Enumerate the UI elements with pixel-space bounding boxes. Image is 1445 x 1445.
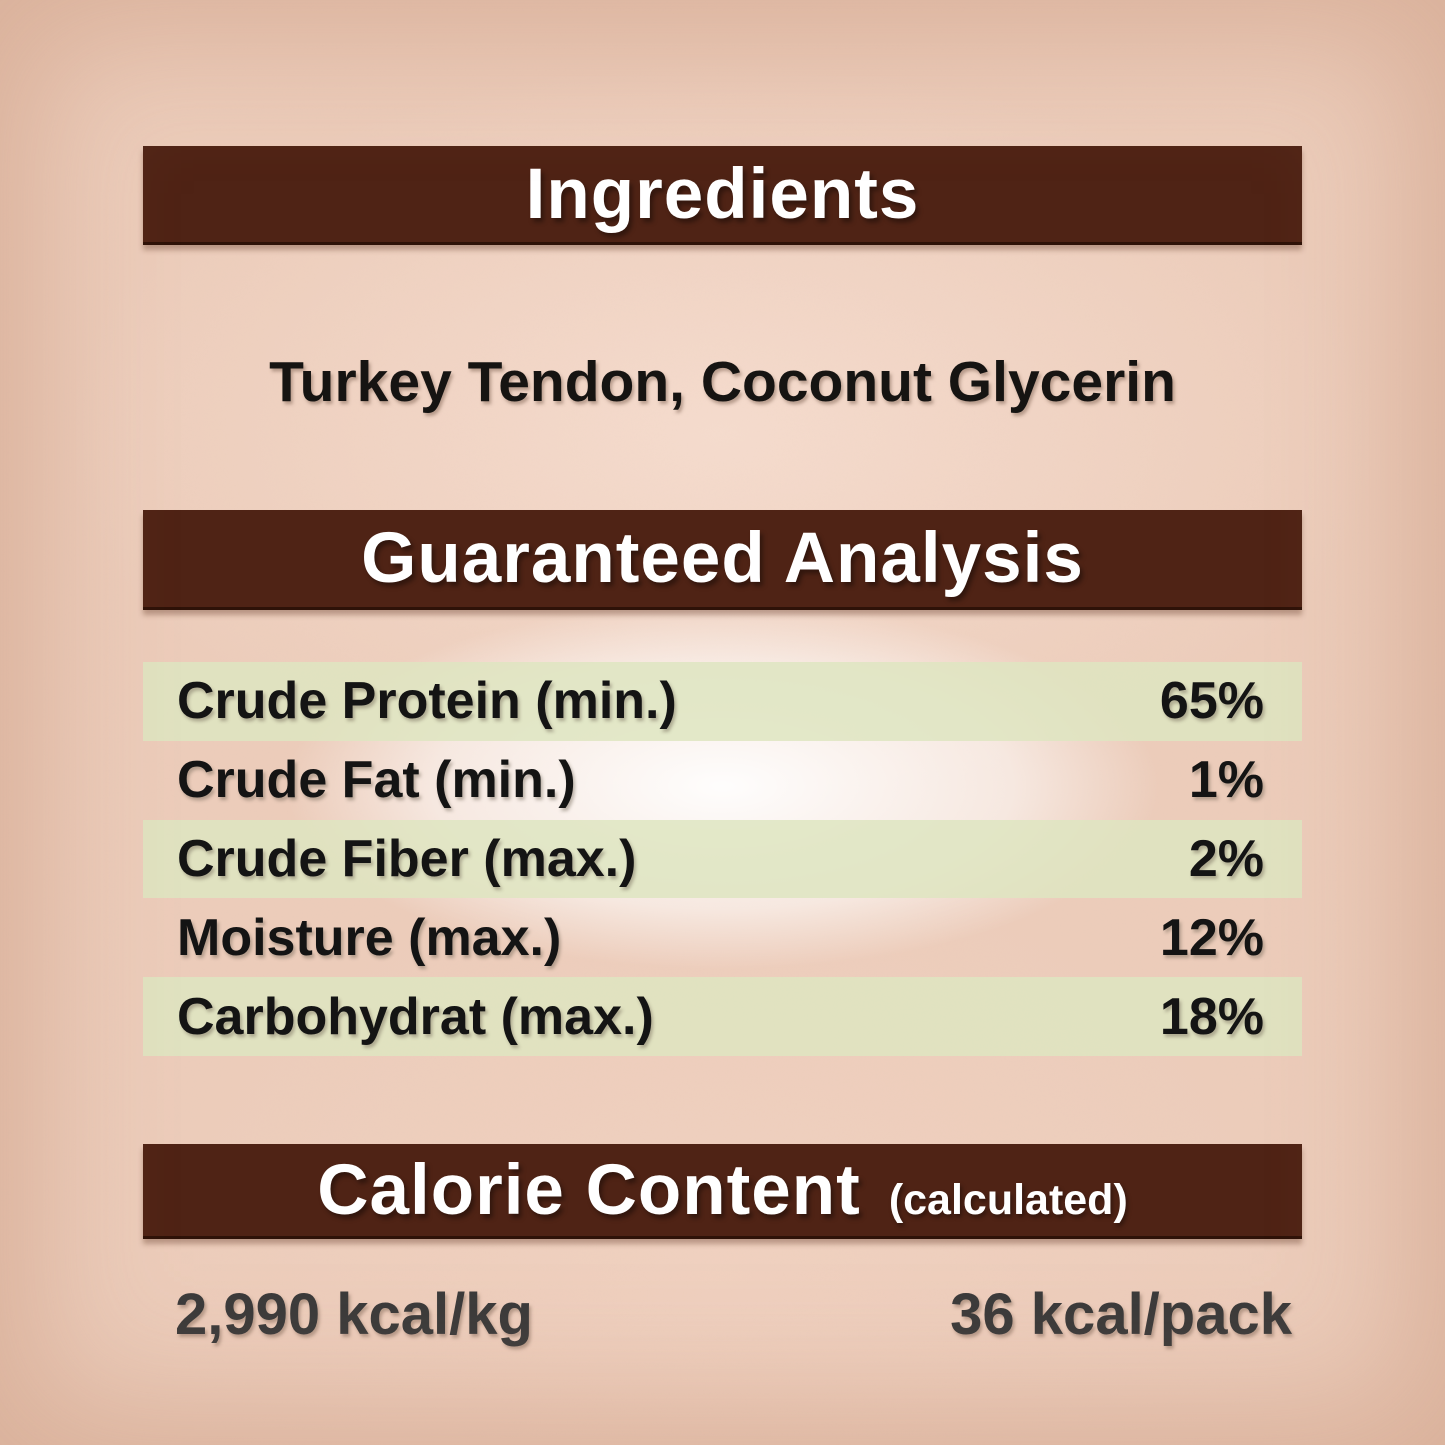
row-value: 65% xyxy=(1159,672,1264,731)
calorie-per-kg: 2,990 kcal/kg xyxy=(175,1282,533,1347)
analysis-table: Crude Protein (min.) 65% Crude Fat (min.… xyxy=(143,662,1302,1056)
guaranteed-analysis-title: Guaranteed Analysis xyxy=(361,519,1084,598)
ingredients-header-bar: Ingredients xyxy=(143,146,1302,245)
row-label: Crude Fat (min.) xyxy=(177,751,576,810)
calorie-values-row: 2,990 kcal/kg 36 kcal/pack xyxy=(143,1281,1302,1348)
calorie-content-title-group: Calorie Content (calculated) xyxy=(317,1155,1128,1226)
calorie-content-title: Calorie Content xyxy=(317,1150,861,1230)
table-row: Moisture (max.) 12% xyxy=(143,898,1302,977)
row-label: Carbohydrat (max.) xyxy=(177,987,654,1046)
table-row: Crude Protein (min.) 65% xyxy=(143,662,1302,741)
table-row: Crude Fiber (max.) 2% xyxy=(143,819,1302,899)
row-value: 1% xyxy=(1188,751,1264,810)
guaranteed-analysis-header-bar: Guaranteed Analysis xyxy=(143,510,1302,610)
calorie-per-pack: 36 kcal/pack xyxy=(950,1282,1292,1347)
row-value: 18% xyxy=(1159,987,1264,1046)
calorie-content-header-bar: Calorie Content (calculated) xyxy=(143,1144,1302,1239)
table-row: Crude Fat (min.) 1% xyxy=(143,741,1302,820)
row-label: Crude Fiber (max.) xyxy=(177,829,637,888)
row-label: Crude Protein (min.) xyxy=(177,672,677,731)
row-label: Moisture (max.) xyxy=(177,908,562,967)
row-value: 2% xyxy=(1188,829,1264,888)
row-value: 12% xyxy=(1159,908,1264,967)
table-row: Carbohydrat (max.) 18% xyxy=(143,977,1302,1056)
calorie-content-subtitle: (calculated) xyxy=(888,1175,1128,1224)
ingredients-list: Turkey Tendon, Coconut Glycerin xyxy=(269,350,1176,414)
ingredients-title: Ingredients xyxy=(525,154,920,234)
